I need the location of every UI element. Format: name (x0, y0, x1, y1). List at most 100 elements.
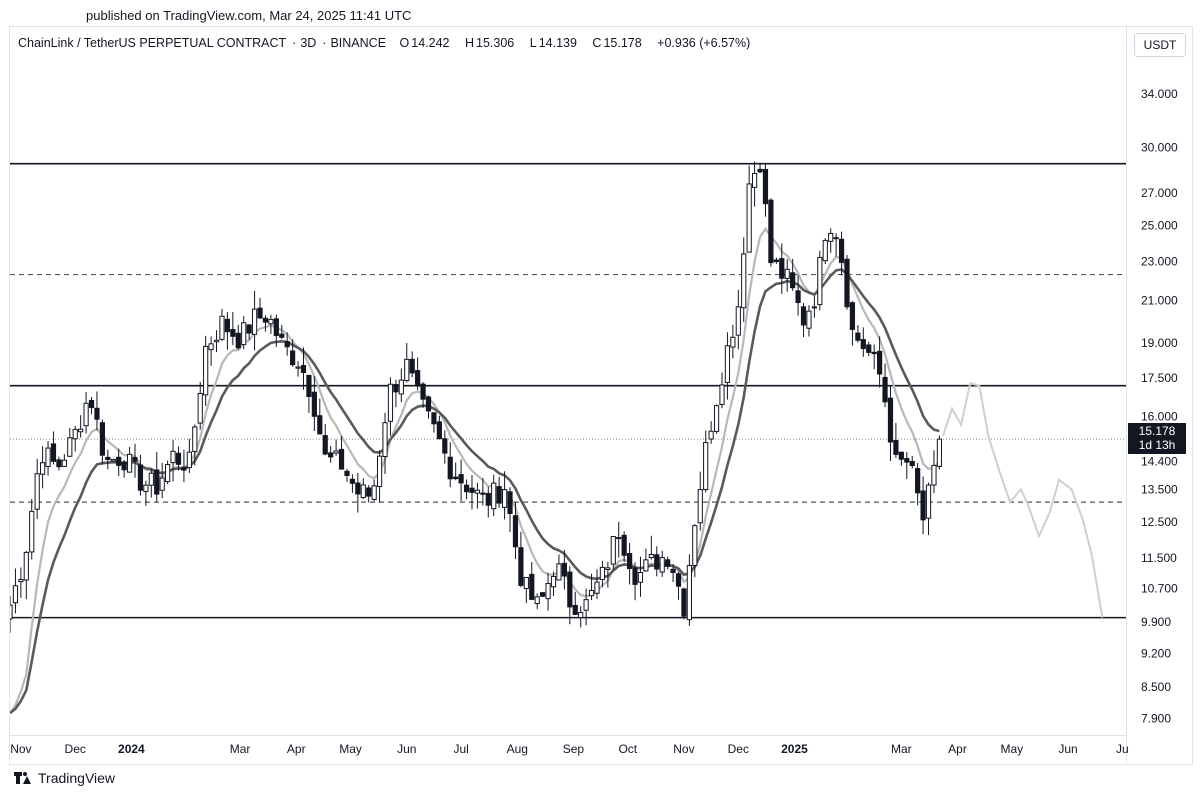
candle-body (485, 492, 491, 506)
ema-slow-line (10, 268, 940, 715)
y-tick-label: 10.700 (1141, 582, 1178, 596)
candle-body (12, 585, 19, 604)
y-tick-label: 30.000 (1141, 141, 1178, 155)
candle-body (545, 583, 551, 600)
candle-body (105, 456, 111, 460)
candle-body (790, 272, 796, 289)
candle-body (507, 491, 513, 514)
candle-body (806, 310, 812, 329)
candle-body (393, 384, 399, 393)
open-value: 14.242 (411, 36, 450, 50)
candle-body (855, 332, 861, 341)
candle-body (230, 329, 236, 337)
candle-body (588, 590, 595, 597)
candle-body (692, 525, 698, 566)
candle-body (893, 439, 899, 455)
candle-body (463, 484, 470, 493)
candle-body (474, 489, 481, 494)
candle-body (833, 237, 839, 240)
candle-body (719, 384, 725, 405)
candle-body (469, 487, 475, 493)
candle-body (491, 482, 497, 510)
candle-body (643, 559, 649, 572)
currency-button[interactable]: USDT (1134, 33, 1186, 57)
candle-body (175, 452, 182, 465)
candle-body (534, 596, 540, 605)
x-tick-label: 2025 (781, 742, 808, 756)
candle-body (99, 422, 105, 456)
y-tick-label: 14.400 (1141, 455, 1178, 469)
y-tick-label: 11.500 (1141, 551, 1177, 565)
candle-body (713, 405, 720, 432)
symbol-name[interactable]: ChainLink / TetherUS PERPETUAL CONTRACT (18, 36, 287, 50)
candle-body (741, 253, 747, 309)
candle-body (219, 315, 225, 340)
candle-body (67, 437, 73, 457)
candle-body (425, 396, 432, 412)
candle-body (262, 317, 269, 323)
candle-body (415, 370, 421, 387)
candle-body (284, 341, 290, 348)
close-value: 15.178 (603, 36, 642, 50)
open-label: O (399, 36, 410, 50)
candle-body (94, 407, 100, 420)
candle-body (300, 365, 307, 374)
candle-body (871, 351, 877, 355)
candle-body (849, 302, 856, 330)
y-tick-label: 23.000 (1141, 254, 1178, 268)
y-tick-label: 8.500 (1141, 680, 1171, 694)
last-price-tag: 15.178 1d 13h (1128, 423, 1186, 454)
candle-body (148, 472, 154, 486)
candle-body (909, 461, 915, 466)
x-tick-label: Ju (1116, 742, 1129, 756)
candle-body (333, 450, 339, 454)
x-tick-label: Nov (673, 742, 694, 756)
candle-body (279, 333, 285, 338)
x-tick-label: Jul (453, 742, 468, 756)
low-label: L (529, 36, 537, 50)
candle-body (795, 290, 801, 304)
candle-body (724, 345, 731, 383)
candle-body (132, 457, 138, 462)
candle-body (295, 366, 301, 369)
x-tick-label: Nov (10, 742, 31, 756)
candle-body (670, 568, 676, 573)
price-axis-border (1126, 26, 1127, 763)
y-tick-label: 34.000 (1141, 87, 1178, 101)
candle-body (349, 478, 356, 484)
candle-body (235, 332, 241, 349)
footer-brand: TradingView (14, 770, 115, 786)
x-tick-label: Dec (65, 742, 86, 756)
chart-frame[interactable] (9, 26, 1193, 765)
candle-body (328, 452, 334, 458)
candle-body (409, 358, 415, 374)
candle-body (730, 336, 736, 348)
candle-body (703, 442, 709, 491)
candle-body (904, 458, 910, 463)
candle-body (686, 565, 692, 621)
candle-body (197, 392, 203, 424)
change-value: +0.936 (+6.57%) (657, 36, 751, 50)
x-tick-label: Jun (397, 742, 416, 756)
x-tick-label: Dec (728, 742, 749, 756)
candle-body (376, 455, 383, 488)
y-tick-label: 9.900 (1141, 615, 1171, 629)
interval[interactable]: 3D (300, 36, 317, 50)
candle-body (34, 473, 40, 510)
projection-path (942, 381, 1104, 618)
candle-body (40, 462, 46, 475)
y-tick-label: 17.500 (1141, 371, 1178, 385)
candle-body (610, 536, 616, 565)
candle-body (556, 563, 562, 581)
candle-body (811, 306, 817, 309)
candle-body (637, 572, 644, 583)
candle-body (159, 477, 165, 491)
candle-body (18, 578, 24, 583)
candle-body (366, 487, 372, 497)
candle-body (137, 464, 144, 491)
candle-body (311, 391, 317, 417)
candle-body (757, 168, 763, 173)
candle-body (290, 350, 296, 366)
candle-body (72, 428, 78, 440)
